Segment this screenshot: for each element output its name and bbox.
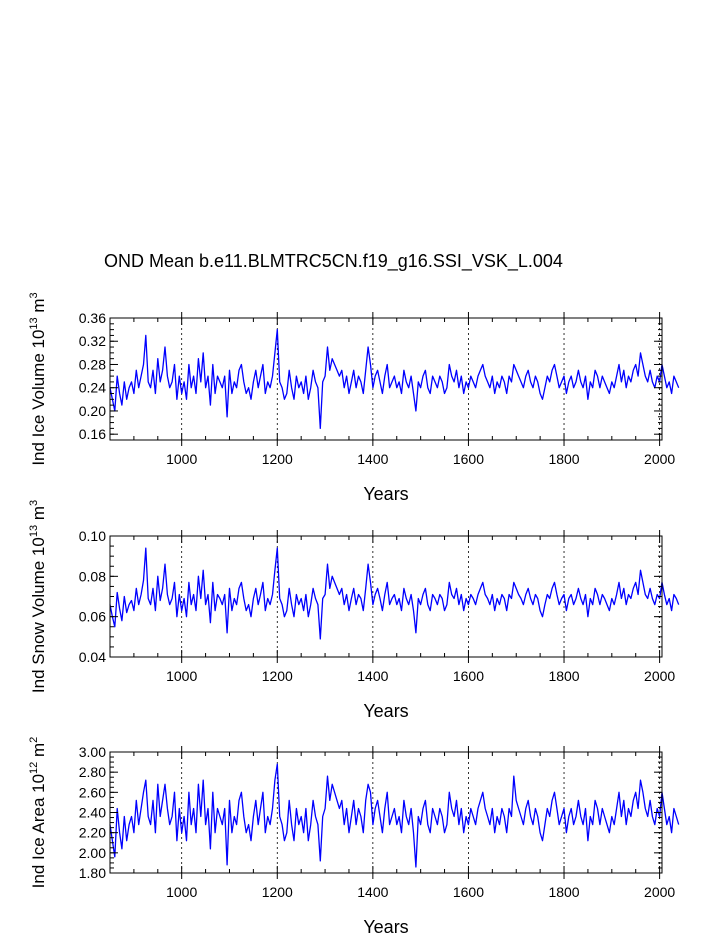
x-tick-label: 1200 <box>262 451 293 467</box>
y-tick-label: 0.28 <box>79 356 106 372</box>
x-tick-label: 2000 <box>644 884 675 900</box>
y-tick-label: 3.00 <box>79 744 106 760</box>
y-axis-label: Ind Ice Volume 1013 m3 <box>28 292 48 465</box>
y-tick-label: 0.10 <box>79 528 106 544</box>
x-tick-label: 1000 <box>166 884 197 900</box>
x-tick-label: 1600 <box>453 884 484 900</box>
y-tick-label: 0.36 <box>79 310 106 326</box>
figure-title: OND Mean b.e11.BLMTRC5CN.f19_g16.SSI_VSK… <box>104 251 563 271</box>
x-tick-label: 2000 <box>644 668 675 684</box>
x-tick-label: 1800 <box>548 451 579 467</box>
panel-ice-area: 1000 1200 1400 1600 1800 2000 1.80 2.00 2.20 2.40… <box>28 737 680 935</box>
x-tick-label: 1200 <box>262 668 293 684</box>
x-tick-label: 2000 <box>644 451 675 467</box>
series-line <box>109 763 680 868</box>
x-tick-label: 1400 <box>357 884 388 900</box>
y-tick-label: 1.80 <box>79 865 106 881</box>
x-axis-label: Years <box>363 701 408 721</box>
x-tick-label: 1000 <box>166 451 197 467</box>
y-tick-label: 0.32 <box>79 333 106 349</box>
x-tick-label: 1000 <box>166 668 197 684</box>
x-tick-label: 1400 <box>357 668 388 684</box>
x-tick-label: 1600 <box>453 668 484 684</box>
x-axis-label: Years <box>363 484 408 504</box>
x-tick-label: 1400 <box>357 451 388 467</box>
panel-snow-volume: 1000 1200 1400 1600 1800 2000 0.04 0.06 0.08 0.10… <box>28 500 680 721</box>
y-tick-label: 0.24 <box>79 380 106 396</box>
x-tick-label: 1800 <box>548 668 579 684</box>
y-tick-label: 2.40 <box>79 805 106 821</box>
panel-ice-volume: 1000 1200 1400 1600 1800 2000 0.16 0.20 0.24 0.28… <box>28 292 680 504</box>
y-tick-label: 2.80 <box>79 764 106 780</box>
y-axis-label: Ind Snow Volume 1013 m3 <box>28 500 48 693</box>
x-tick-label: 1200 <box>262 884 293 900</box>
x-tick-label: 1800 <box>548 884 579 900</box>
series-line <box>109 547 680 640</box>
x-axis-label: Years <box>363 917 408 935</box>
y-tick-label: 0.20 <box>79 403 106 419</box>
y-tick-label: 0.06 <box>79 609 106 625</box>
y-tick-label: 0.16 <box>79 426 106 442</box>
plot-frame <box>109 317 663 441</box>
y-tick-label: 0.04 <box>79 649 106 665</box>
y-axis-label: Ind Ice Area 1012 m2 <box>28 737 48 889</box>
x-tick-label: 1600 <box>453 451 484 467</box>
y-tick-label: 2.00 <box>79 845 106 861</box>
y-tick-label: 2.60 <box>79 784 106 800</box>
y-tick-label: 0.08 <box>79 568 106 584</box>
y-tick-label: 2.20 <box>79 825 106 841</box>
series-line <box>109 328 680 430</box>
